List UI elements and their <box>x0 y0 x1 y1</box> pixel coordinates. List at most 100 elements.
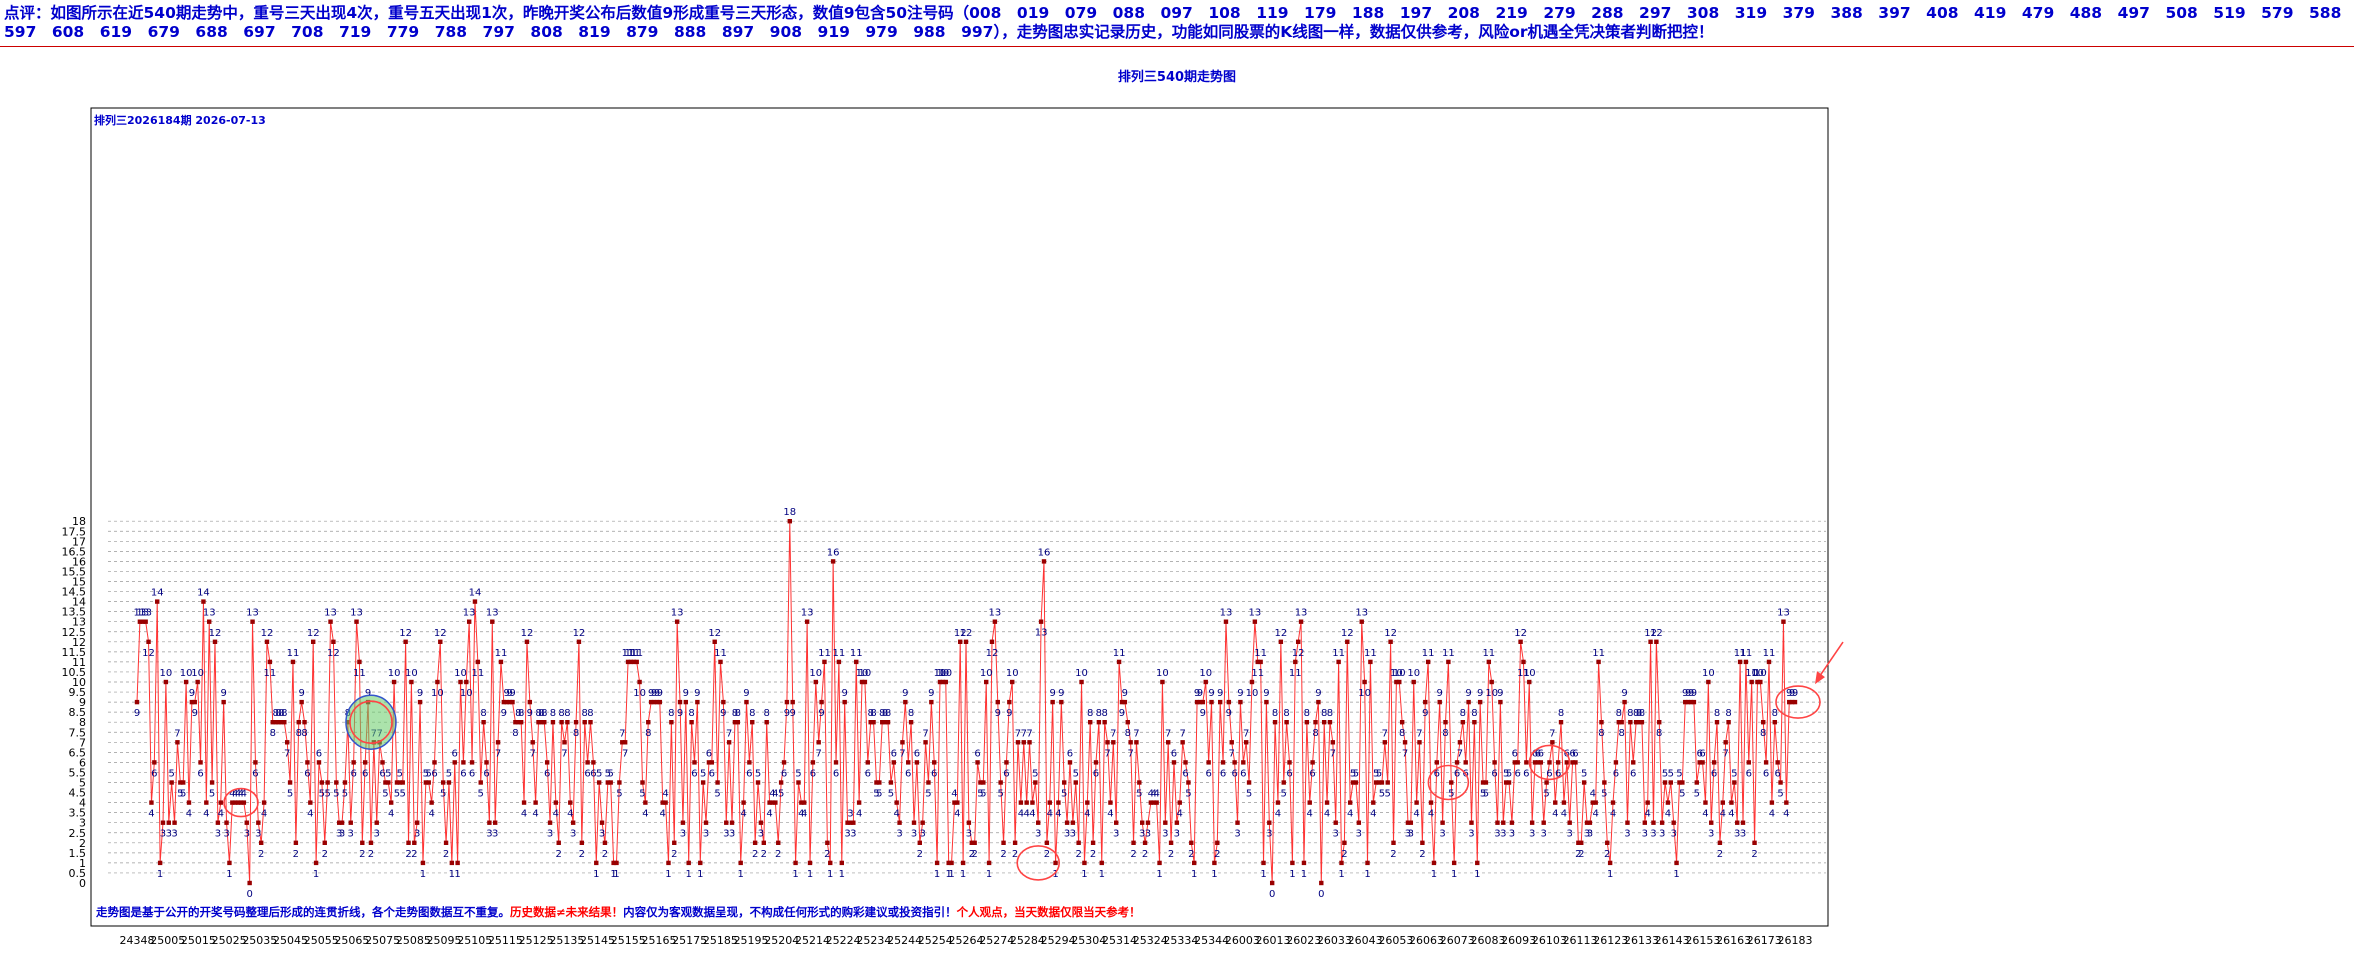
data-point <box>709 760 715 765</box>
data-label: 3 <box>911 829 917 840</box>
data-point <box>334 780 339 785</box>
data-point <box>735 720 741 725</box>
data-point <box>1717 840 1723 845</box>
data-label: 13 <box>139 608 152 619</box>
data-label: 2 <box>752 849 758 860</box>
data-point <box>1376 780 1382 785</box>
data-label: 4 <box>1307 809 1313 820</box>
data-point <box>1633 720 1639 725</box>
data-label: 11 <box>850 648 863 659</box>
x-tick-label: 26143 <box>1655 934 1690 947</box>
data-label: 2 <box>602 849 608 860</box>
data-point <box>1605 840 1610 845</box>
data-point <box>189 699 195 705</box>
data-point <box>466 619 472 624</box>
data-point <box>1469 820 1474 825</box>
data-point <box>1307 800 1312 805</box>
data-label: 5 <box>1350 769 1356 780</box>
data-point <box>1700 760 1705 765</box>
data-label: 10 <box>180 668 193 679</box>
data-point <box>981 780 986 785</box>
data-label: 6 <box>1699 748 1705 759</box>
data-point <box>984 679 989 685</box>
data-label: 3 <box>1529 829 1535 840</box>
y-tick-label: 2 <box>79 837 86 850</box>
data-label: 4 <box>1153 789 1159 800</box>
data-label: 13 <box>989 608 1002 619</box>
data-label: 11 <box>1517 668 1530 679</box>
data-label: 9 <box>1792 688 1798 699</box>
data-point <box>761 840 767 845</box>
data-label: 5 <box>1601 789 1607 800</box>
data-label: 8 <box>1558 708 1564 719</box>
data-point <box>986 860 992 866</box>
data-point <box>1324 800 1330 805</box>
data-point <box>1295 639 1301 644</box>
data-point <box>1261 860 1266 866</box>
data-point <box>1778 780 1783 785</box>
data-point <box>608 780 613 785</box>
data-label: 8 <box>879 708 885 719</box>
data-label: 5 <box>1061 789 1067 800</box>
data-label: 8 <box>1627 708 1633 719</box>
data-point <box>672 840 677 845</box>
data-label: 3 <box>1113 829 1119 840</box>
y-tick-label: 16 <box>72 555 86 568</box>
data-point <box>646 720 651 725</box>
data-point <box>1732 780 1737 785</box>
data-label: 12 <box>261 628 274 639</box>
data-label: 6 <box>1512 748 1518 759</box>
data-point <box>833 760 839 765</box>
data-point <box>1067 760 1073 765</box>
data-point <box>1489 679 1494 685</box>
data-label: 3 <box>1266 829 1272 840</box>
data-point <box>481 720 486 725</box>
data-point <box>305 760 310 765</box>
data-label: 6 <box>706 748 712 759</box>
data-label: 5 <box>873 789 879 800</box>
data-point <box>322 840 327 845</box>
data-point <box>183 679 189 685</box>
data-point <box>1160 679 1165 685</box>
data-label: 6 <box>590 768 596 779</box>
data-point <box>495 740 501 745</box>
data-point <box>1440 820 1445 825</box>
data-point <box>1737 659 1743 665</box>
data-label: 13 <box>1035 628 1048 639</box>
data-label: 2 <box>1000 849 1006 860</box>
data-point <box>1137 780 1142 785</box>
data-label: 5 <box>795 769 801 780</box>
data-point <box>146 639 151 644</box>
data-label: 4 <box>229 789 235 800</box>
data-label: 8 <box>1772 708 1778 719</box>
data-point <box>943 679 948 685</box>
data-label: 10 <box>1523 668 1536 679</box>
data-point <box>1535 760 1541 765</box>
data-point <box>888 780 894 785</box>
x-tick-label: 26183 <box>1778 934 1813 947</box>
data-label: 3 <box>1468 829 1474 840</box>
x-tick-label: 25065 <box>334 934 369 947</box>
data-label: 6 <box>810 768 816 779</box>
data-point <box>224 820 229 825</box>
data-label: 10 <box>856 668 869 679</box>
data-label: 4 <box>1644 809 1650 820</box>
data-point <box>1544 780 1549 785</box>
y-tick-label: 2.5 <box>69 827 87 840</box>
data-label: 8 <box>480 708 486 719</box>
data-label: 6 <box>1093 768 1099 779</box>
data-point <box>440 780 446 785</box>
data-label: 3 <box>723 829 729 840</box>
data-label: 2 <box>917 849 923 860</box>
data-point <box>946 860 951 866</box>
data-point <box>293 840 299 845</box>
data-label: 7 <box>1229 748 1235 759</box>
data-point <box>1096 720 1102 725</box>
data-point <box>1226 699 1232 705</box>
data-label: 6 <box>362 768 368 779</box>
data-label: 3 <box>492 829 498 840</box>
data-label: 11 <box>1251 668 1264 679</box>
data-point <box>351 760 356 765</box>
data-label: 6 <box>1231 768 1237 779</box>
data-label: 6 <box>891 748 897 759</box>
